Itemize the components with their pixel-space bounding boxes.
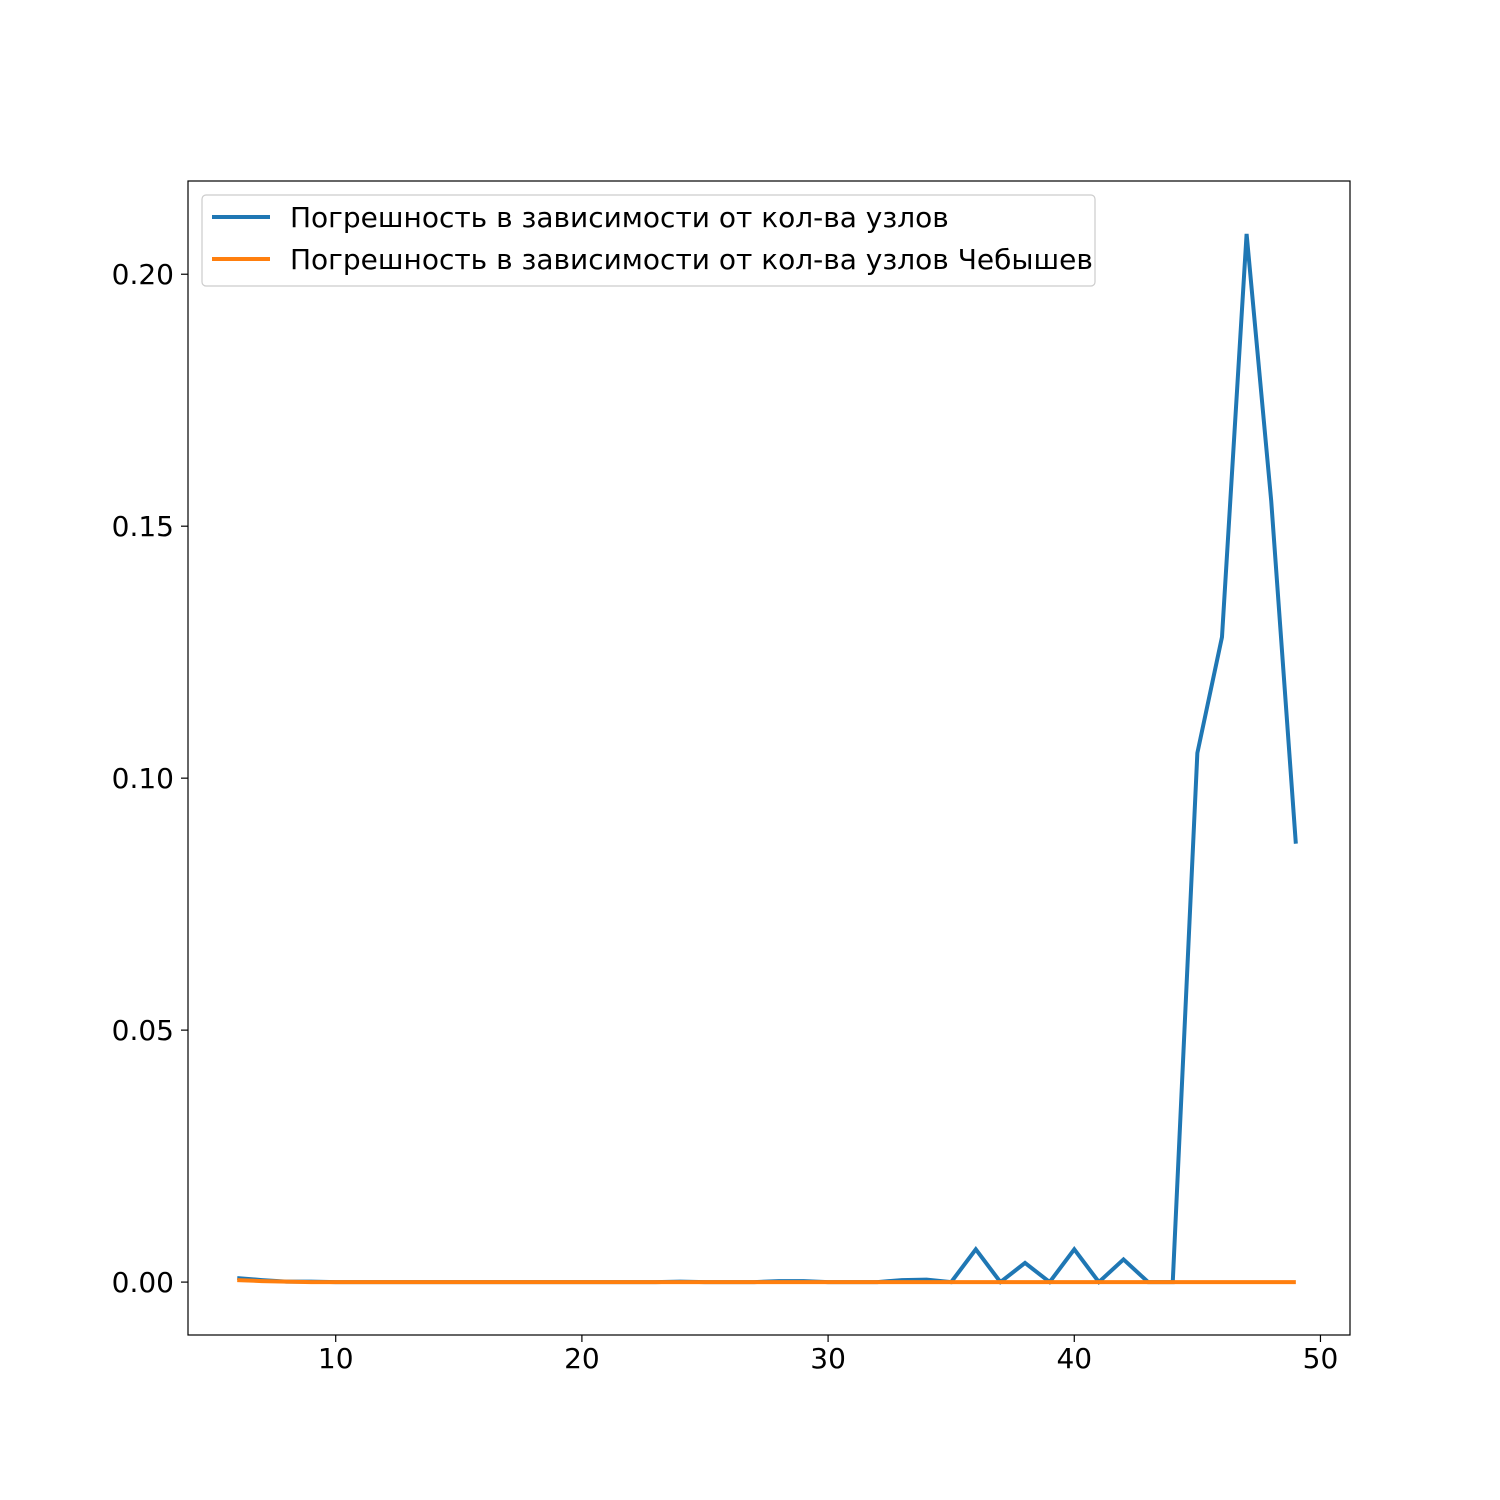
y-axis-ticks: 0.00 0.05 0.10 0.15 0.20 bbox=[112, 258, 188, 1299]
x-tick-label: 50 bbox=[1303, 1342, 1339, 1375]
legend-label-series-1: Погрешность в зависимости от кол-ва узло… bbox=[290, 201, 949, 234]
y-tick-label: 0.00 bbox=[112, 1266, 174, 1299]
x-axis-ticks: 10 20 30 40 50 bbox=[318, 1335, 1338, 1375]
x-tick-label: 30 bbox=[810, 1342, 846, 1375]
y-tick-label: 0.05 bbox=[112, 1014, 174, 1047]
plot-area-frame bbox=[187, 180, 1351, 1336]
x-tick-label: 20 bbox=[564, 1342, 600, 1375]
legend-label-series-2: Погрешность в зависимости от кол-ва узло… bbox=[290, 243, 1093, 276]
y-tick-label: 0.15 bbox=[112, 510, 174, 543]
y-tick-label: 0.10 bbox=[112, 762, 174, 795]
legend-box bbox=[201, 194, 1096, 287]
legend: Погрешность в зависимости от кол-ва узло… bbox=[201, 194, 1096, 287]
series-line-2 bbox=[237, 1278, 1296, 1285]
series-layer bbox=[237, 233, 1298, 1286]
x-tick-label: 10 bbox=[318, 1342, 354, 1375]
x-tick-label: 40 bbox=[1056, 1342, 1092, 1375]
y-tick-label: 0.20 bbox=[112, 258, 174, 291]
